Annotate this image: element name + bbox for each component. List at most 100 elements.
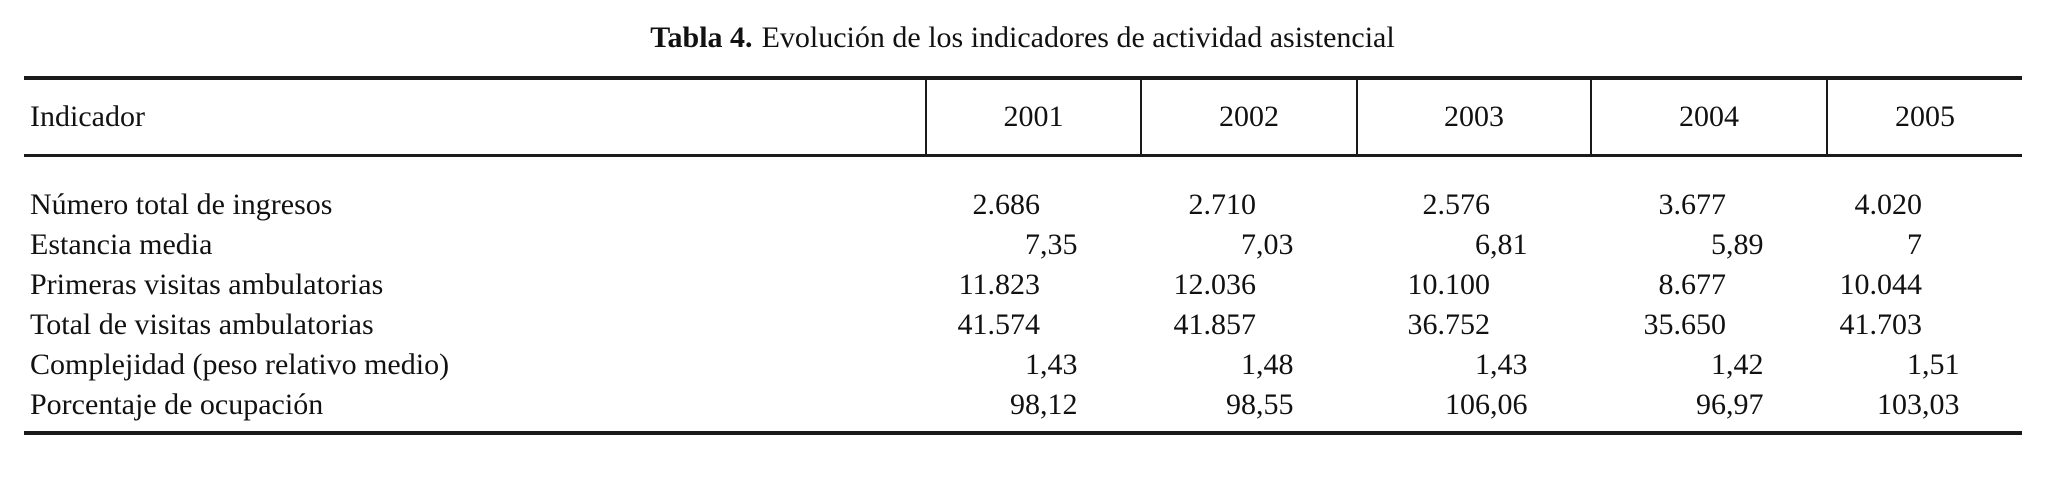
value-cell: 7,35 (925, 225, 1140, 265)
header-year-cell: 2004 (1590, 80, 1826, 154)
value-cell: 10.100 (1356, 265, 1590, 305)
value-cell: 2.710 (1140, 185, 1356, 225)
value-decimal-part (1256, 265, 1300, 305)
table-header-row: Indicador 2001 2002 2003 2004 2005 (24, 76, 2022, 157)
value-integer-part: 1 (1711, 348, 1726, 381)
value-decimal-part (1490, 265, 1534, 305)
value-integer-part: 1 (1241, 348, 1256, 381)
value-cell: 41.703 (1826, 305, 2022, 345)
value-cell: 11.823 (925, 265, 1140, 305)
value-integer-part: 41.574 (957, 308, 1041, 341)
value-integer-part: 41.703 (1839, 308, 1923, 341)
value-decimal-part: ,43 (1490, 348, 1528, 381)
value-cell: 7,03 (1140, 225, 1356, 265)
value-integer-part: 41.857 (1173, 308, 1257, 341)
value-decimal-part: ,03 (1256, 228, 1294, 261)
value-integer-part: 98 (1010, 388, 1040, 421)
table-row: Total de visitas ambulatorias 41.574 41.85… (24, 305, 2022, 345)
value-integer-part: 4.020 (1854, 188, 1923, 221)
value-decimal-part: ,12 (1040, 388, 1078, 421)
value-decimal-part (1922, 225, 1966, 265)
value-cell: 35.650 (1590, 305, 1826, 345)
row-indicator-label: Porcentaje de ocupación (30, 388, 324, 421)
value-cell: 98,12 (925, 385, 1140, 425)
value-integer-part: 7 (1241, 228, 1256, 261)
value-decimal-part (1040, 265, 1084, 305)
row-indicator-label: Primeras visitas ambulatorias (30, 268, 384, 301)
value-decimal-part: ,48 (1256, 348, 1294, 381)
value-integer-part: 11.823 (958, 268, 1040, 301)
value-decimal-part (1922, 265, 1966, 305)
row-indicator-label: Estancia media (30, 228, 213, 261)
indicators-table: Indicador 2001 2002 2003 2004 2005 Númer… (24, 76, 2022, 435)
value-decimal-part: ,81 (1490, 228, 1528, 261)
header-year-cell: 2005 (1826, 80, 2022, 154)
value-integer-part: 10.044 (1839, 268, 1923, 301)
value-integer-part: 98 (1226, 388, 1256, 421)
value-decimal-part (1922, 185, 1966, 225)
value-integer-part: 35.650 (1643, 308, 1727, 341)
table-caption-title: Evolución de los indicadores de activida… (761, 21, 1395, 54)
value-cell: 8.677 (1590, 265, 1826, 305)
header-year-cell: 2001 (925, 80, 1140, 154)
value-integer-part: 6 (1475, 228, 1490, 261)
value-cell: 103,03 (1826, 385, 2022, 425)
value-integer-part: 2.710 (1188, 188, 1257, 221)
value-decimal-part (1040, 185, 1084, 225)
value-cell: 96,97 (1590, 385, 1826, 425)
header-year-cell: 2002 (1140, 80, 1356, 154)
value-integer-part: 36.752 (1407, 308, 1491, 341)
value-cell: 1,43 (925, 345, 1140, 385)
value-integer-part: 1 (1907, 348, 1922, 381)
value-integer-part: 2.686 (972, 188, 1041, 221)
row-indicator-label: Número total de ingresos (30, 188, 333, 221)
value-integer-part: 103 (1877, 388, 1922, 421)
value-cell: 1,48 (1140, 345, 1356, 385)
value-integer-part: 8.677 (1658, 268, 1727, 301)
value-cell: 41.857 (1140, 305, 1356, 345)
value-cell: 7 (1826, 225, 2022, 265)
value-integer-part: 3.677 (1658, 188, 1727, 221)
value-cell: 5,89 (1590, 225, 1826, 265)
value-decimal-part: ,51 (1922, 348, 1960, 381)
value-decimal-part: ,06 (1490, 388, 1528, 421)
table-body: Número total de ingresos 2.686 2.710 2.576 3… (24, 157, 2022, 435)
table-row: Complejidad (peso relativo medio) 1,43 1,4… (24, 345, 2022, 385)
value-integer-part: 7 (1025, 228, 1040, 261)
table-row: Porcentaje de ocupación 98,12 98,55 106,06 9… (24, 385, 2022, 425)
value-decimal-part (1256, 305, 1300, 345)
table-row: Número total de ingresos 2.686 2.710 2.576 3… (24, 185, 2022, 225)
value-integer-part: 2.576 (1422, 188, 1491, 221)
value-decimal-part (1726, 185, 1770, 225)
value-decimal-part: ,35 (1040, 228, 1078, 261)
value-cell: 2.576 (1356, 185, 1590, 225)
value-cell: 2.686 (925, 185, 1140, 225)
value-decimal-part (1490, 305, 1534, 345)
value-decimal-part: ,43 (1040, 348, 1078, 381)
value-integer-part: 1 (1025, 348, 1040, 381)
value-integer-part: 96 (1696, 388, 1726, 421)
value-decimal-part (1726, 305, 1770, 345)
value-integer-part: 12.036 (1173, 268, 1257, 301)
value-cell: 1,51 (1826, 345, 2022, 385)
table-row: Estancia media 7,35 7,03 6,81 5,89 7 (24, 225, 2022, 265)
value-cell: 41.574 (925, 305, 1140, 345)
value-cell: 106,06 (1356, 385, 1590, 425)
value-cell: 12.036 (1140, 265, 1356, 305)
value-cell: 4.020 (1826, 185, 2022, 225)
value-integer-part: 5 (1711, 228, 1726, 261)
value-cell: 1,43 (1356, 345, 1590, 385)
value-decimal-part (1490, 185, 1534, 225)
header-indicator: Indicador (30, 100, 145, 133)
value-decimal-part: ,03 (1922, 388, 1960, 421)
value-integer-part: 106 (1445, 388, 1490, 421)
value-cell: 3.677 (1590, 185, 1826, 225)
value-cell: 10.044 (1826, 265, 2022, 305)
value-cell: 6,81 (1356, 225, 1590, 265)
header-year-cell: 2003 (1356, 80, 1590, 154)
value-decimal-part: ,97 (1726, 388, 1764, 421)
value-decimal-part: ,89 (1726, 228, 1764, 261)
value-cell: 98,55 (1140, 385, 1356, 425)
value-decimal-part (1040, 305, 1084, 345)
